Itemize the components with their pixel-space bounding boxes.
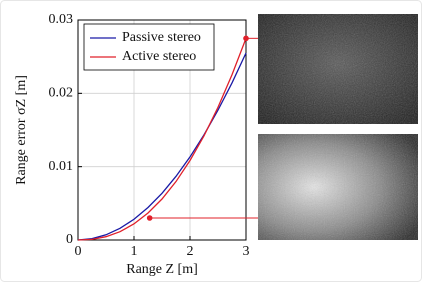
series-line: [77, 38, 247, 241]
y-tick-label: 0.01: [49, 159, 74, 174]
legend-label: Active stereo: [122, 49, 196, 64]
image-top: [258, 14, 418, 124]
x-tick-label: 3: [243, 244, 250, 259]
series-line: [77, 52, 247, 241]
y-tick-label: 0.02: [49, 86, 74, 101]
highlight-point: [146, 215, 153, 221]
x-tick-label: 2: [187, 244, 194, 259]
y-axis-label: Range error σZ [m]: [14, 75, 29, 185]
x-tick-label: 1: [131, 244, 138, 259]
x-axis-label: Range Z [m]: [126, 262, 198, 277]
legend-label: Passive stereo: [122, 30, 201, 45]
plot-frame: [77, 19, 247, 241]
legend-box: [83, 23, 215, 71]
highlight-point: [243, 35, 249, 42]
image-bottom: [258, 134, 418, 240]
x-tick-label: 0: [75, 244, 82, 259]
y-tick-label: 0.03: [49, 12, 74, 27]
y-tick-label: 0: [66, 232, 73, 247]
